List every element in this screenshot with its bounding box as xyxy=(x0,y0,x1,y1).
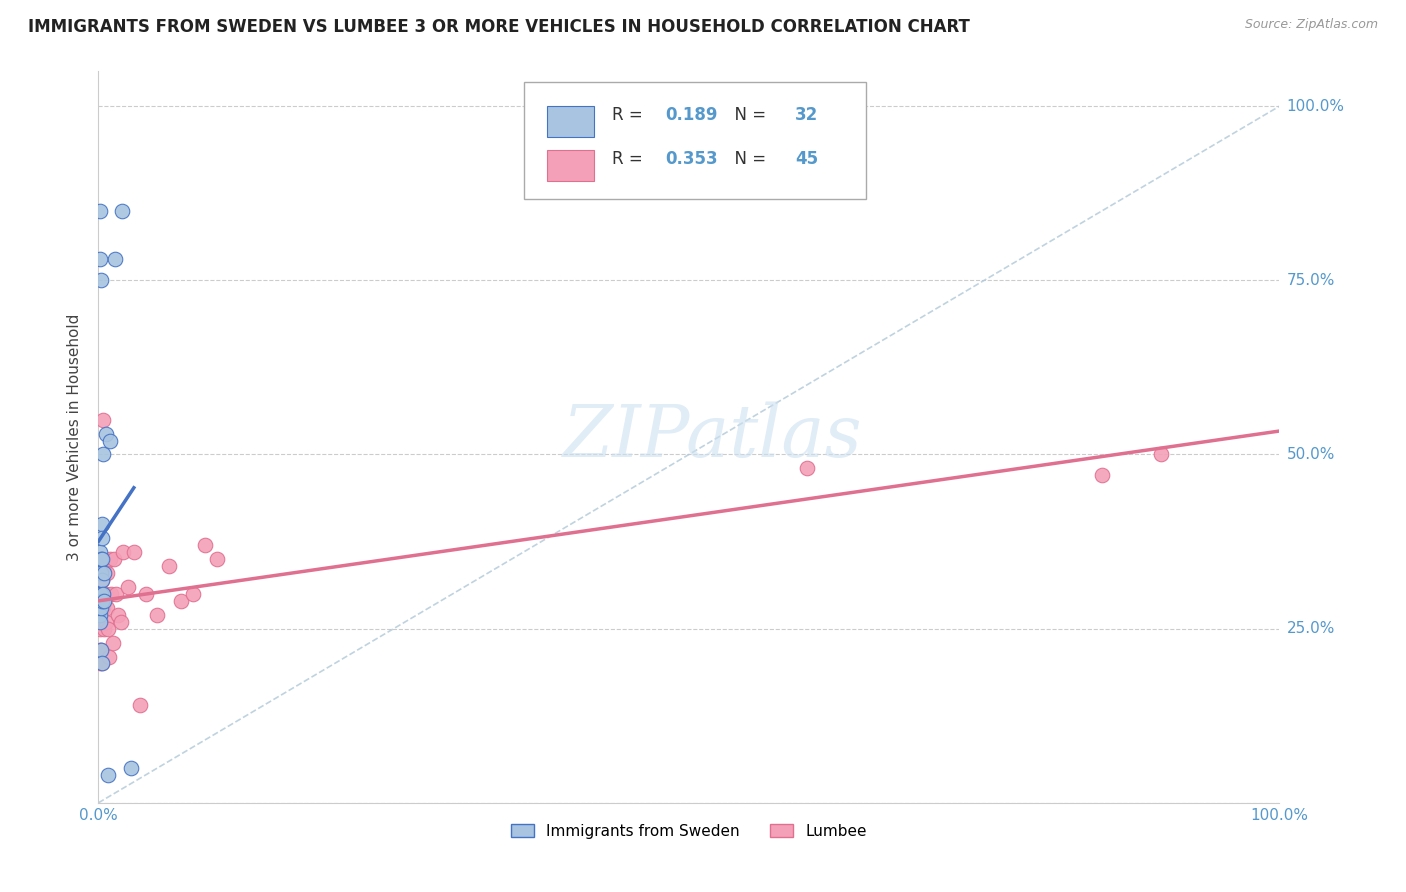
Point xyxy=(89,642,111,657)
Point xyxy=(89,622,111,636)
Text: Source: ZipAtlas.com: Source: ZipAtlas.com xyxy=(1244,18,1378,31)
Point xyxy=(91,552,114,566)
Point xyxy=(90,615,112,629)
Text: R =: R = xyxy=(612,106,648,124)
Point xyxy=(111,203,134,218)
Point xyxy=(89,566,111,580)
Point xyxy=(157,558,180,573)
Point xyxy=(112,545,135,559)
Point xyxy=(100,587,122,601)
Point xyxy=(122,545,145,559)
Point xyxy=(91,587,114,601)
Point xyxy=(98,649,121,664)
Point xyxy=(91,657,114,671)
Point xyxy=(89,657,111,671)
Point xyxy=(181,587,204,601)
Point xyxy=(91,657,114,671)
Text: 50.0%: 50.0% xyxy=(1286,447,1334,462)
Point xyxy=(91,573,114,587)
Point xyxy=(91,448,114,462)
Point xyxy=(89,252,111,267)
Point xyxy=(1150,448,1173,462)
Point xyxy=(104,252,127,267)
Point xyxy=(97,768,120,782)
Text: 0.189: 0.189 xyxy=(665,106,718,124)
Point xyxy=(101,635,124,649)
Point xyxy=(796,461,818,475)
Point xyxy=(93,587,115,601)
Point xyxy=(91,573,114,587)
Text: 25.0%: 25.0% xyxy=(1286,621,1334,636)
Point xyxy=(105,587,128,601)
Legend: Immigrants from Sweden, Lumbee: Immigrants from Sweden, Lumbee xyxy=(503,816,875,847)
Text: N =: N = xyxy=(724,106,772,124)
Point xyxy=(205,552,228,566)
Point xyxy=(93,622,115,636)
Text: IMMIGRANTS FROM SWEDEN VS LUMBEE 3 OR MORE VEHICLES IN HOUSEHOLD CORRELATION CHA: IMMIGRANTS FROM SWEDEN VS LUMBEE 3 OR MO… xyxy=(28,18,970,36)
Point xyxy=(110,615,132,629)
Point xyxy=(194,538,217,552)
Point xyxy=(91,552,114,566)
Text: 100.0%: 100.0% xyxy=(1286,99,1344,113)
Point xyxy=(98,434,121,448)
Point xyxy=(96,600,118,615)
Point xyxy=(90,566,112,580)
Point xyxy=(89,587,111,601)
Point xyxy=(93,558,115,573)
Point xyxy=(128,698,150,713)
Point xyxy=(90,642,112,657)
Text: 45: 45 xyxy=(796,150,818,168)
Point xyxy=(117,580,139,594)
Point xyxy=(94,615,117,629)
Point xyxy=(98,552,121,566)
Point xyxy=(90,600,112,615)
Point xyxy=(89,203,111,218)
Text: R =: R = xyxy=(612,150,648,168)
Point xyxy=(90,642,112,657)
Point xyxy=(89,615,111,629)
Point xyxy=(91,600,114,615)
Point xyxy=(89,545,111,559)
Text: N =: N = xyxy=(724,150,772,168)
Point xyxy=(91,552,114,566)
Point xyxy=(90,587,112,601)
Point xyxy=(91,594,114,608)
FancyBboxPatch shape xyxy=(547,151,595,181)
Point xyxy=(89,600,111,615)
Point xyxy=(103,552,125,566)
Point xyxy=(89,587,111,601)
Point xyxy=(170,594,193,608)
Point xyxy=(93,594,115,608)
Point xyxy=(90,594,112,608)
Point xyxy=(90,587,112,601)
Text: 32: 32 xyxy=(796,106,818,124)
Point xyxy=(89,607,111,622)
Point xyxy=(91,412,114,426)
Point xyxy=(91,517,114,532)
Point xyxy=(121,761,143,775)
Point xyxy=(1091,468,1114,483)
Point xyxy=(97,622,120,636)
Point xyxy=(96,566,118,580)
Point xyxy=(94,587,117,601)
Point xyxy=(91,531,114,545)
Point xyxy=(89,607,111,622)
Point xyxy=(91,594,114,608)
Point xyxy=(93,566,115,580)
Point xyxy=(90,273,112,287)
Text: 0.353: 0.353 xyxy=(665,150,718,168)
Point xyxy=(135,587,157,601)
Text: ZIPatlas: ZIPatlas xyxy=(562,401,862,473)
Y-axis label: 3 or more Vehicles in Household: 3 or more Vehicles in Household xyxy=(67,313,83,561)
Text: 75.0%: 75.0% xyxy=(1286,273,1334,288)
Point xyxy=(90,552,112,566)
FancyBboxPatch shape xyxy=(547,106,595,137)
Point xyxy=(94,426,117,441)
Point xyxy=(146,607,169,622)
Point xyxy=(107,607,129,622)
Point xyxy=(90,566,112,580)
FancyBboxPatch shape xyxy=(523,82,866,200)
